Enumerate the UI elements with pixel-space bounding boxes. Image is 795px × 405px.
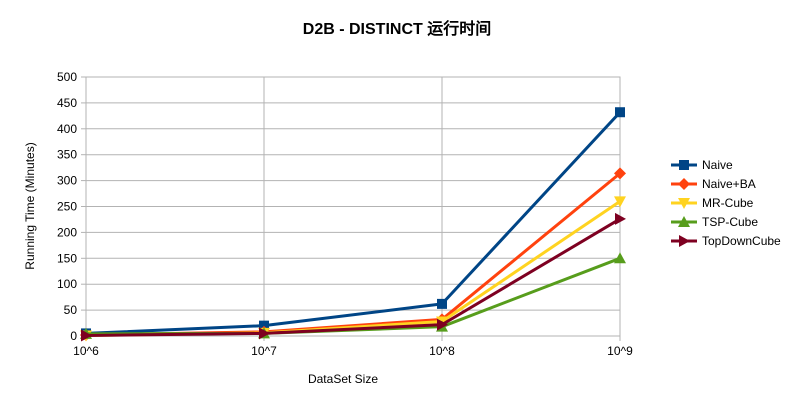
series-layer (80, 107, 626, 342)
data-point (437, 298, 447, 309)
x-tick-label: 10^6 (73, 344, 99, 358)
y-tick-label: 450 (57, 96, 77, 110)
legend-item: Naive (671, 158, 733, 172)
x-tick-label: 10^7 (251, 344, 277, 358)
y-tick-label: 0 (70, 329, 77, 343)
x-tick-label: 10^9 (607, 344, 633, 358)
x-axis-ticks: 10^6 10^7 10^8 10^9 (73, 336, 633, 358)
legend-item: Naive+BA (671, 177, 756, 191)
chart-title: D2B - DISTINCT 运行时间 (303, 19, 491, 38)
y-tick-label: 150 (57, 251, 77, 265)
gridlines (85, 76, 621, 337)
series-line (85, 217, 621, 337)
series-line (85, 256, 621, 336)
data-point (614, 252, 626, 264)
legend-swatch-marker (679, 235, 690, 247)
legend: Naive Naive+BA MR-Cube TSP-Cube TopDownCube (671, 158, 781, 248)
data-point (81, 329, 92, 342)
y-tick-label: 500 (57, 70, 77, 84)
legend-label: Naive (702, 158, 733, 172)
legend-item: TSP-Cube (671, 215, 758, 229)
legend-item: MR-Cube (671, 196, 754, 210)
data-point (614, 196, 626, 208)
data-point (259, 327, 270, 340)
data-point (259, 320, 269, 331)
series-mr-cube (80, 196, 626, 342)
legend-label: TSP-Cube (702, 215, 758, 229)
series-naive (81, 107, 625, 339)
y-tick-label: 250 (57, 200, 77, 214)
legend-label: MR-Cube (702, 196, 754, 210)
y-axis-ticks: 0 50 100 150 200 250 300 350 400 450 500 (57, 70, 86, 343)
legend-swatch-marker (678, 198, 690, 209)
y-tick-label: 100 (57, 277, 77, 291)
legend-swatch-marker (678, 178, 690, 190)
y-tick-label: 200 (57, 225, 77, 239)
data-point (614, 167, 626, 180)
legend-swatch-marker (678, 216, 690, 227)
data-point (615, 212, 626, 225)
y-tick-label: 400 (57, 122, 77, 136)
y-tick-label: 300 (57, 174, 77, 188)
legend-label: TopDownCube (702, 234, 781, 248)
legend-swatch-marker (679, 160, 689, 170)
data-point (615, 107, 625, 118)
y-tick-label: 350 (57, 148, 77, 162)
y-axis-label: Running Time (Minutes) (23, 142, 37, 269)
legend-item: TopDownCube (671, 234, 781, 248)
series-topdowncube (81, 212, 626, 342)
series-line (85, 111, 622, 335)
data-point (437, 318, 448, 331)
x-tick-label: 10^8 (429, 344, 455, 358)
y-tick-label: 50 (64, 303, 78, 317)
legend-label: Naive+BA (702, 177, 756, 191)
x-axis-label: DataSet Size (308, 372, 378, 386)
